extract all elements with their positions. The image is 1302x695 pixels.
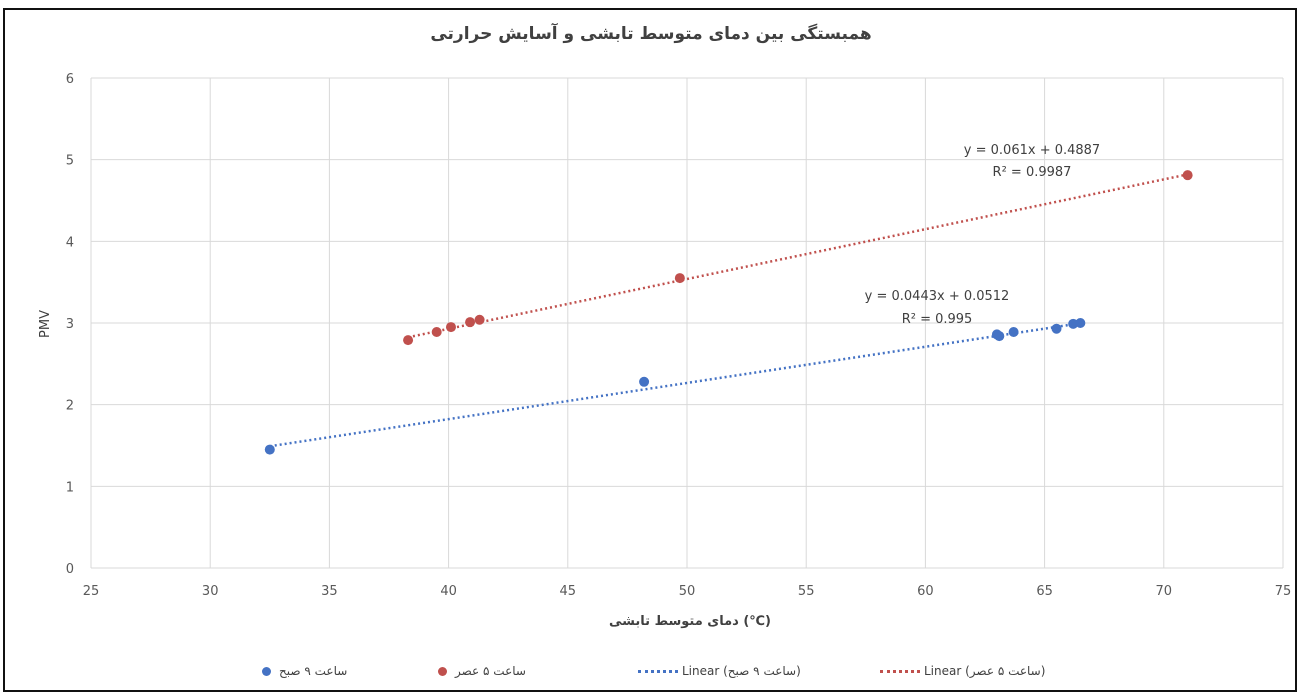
legend-item-trend-morning: Linear (ساعت ۹ صبح): [638, 664, 801, 678]
trendline-afternoon: [407, 173, 1188, 339]
data-point-afternoon: [465, 317, 476, 328]
data-point-afternoon: [445, 322, 456, 333]
x-tick-label: 35: [321, 584, 338, 599]
data-point-morning: [994, 331, 1005, 342]
trendline-equation: y = 0.0443x + 0.0512: [865, 289, 1010, 304]
data-point-morning: [1051, 323, 1062, 334]
data-point-morning: [1008, 326, 1019, 337]
y-tick-label: 3: [66, 317, 74, 332]
legend-label-morning: ساعت ۹ صبح: [279, 664, 348, 678]
trendline-r2: R² = 0.995: [902, 312, 973, 327]
trendline-morning: [269, 321, 1081, 448]
data-point-afternoon: [431, 326, 442, 337]
legend-marker-morning: [262, 666, 271, 676]
data-point-afternoon: [1182, 170, 1193, 181]
grid-lines: [90, 77, 1284, 569]
y-tick-label: 4: [66, 235, 74, 250]
x-tick-label: 60: [917, 584, 934, 599]
legend-line-afternoon: [880, 669, 920, 673]
chart-frame: [3, 8, 1297, 692]
y-axis-title: PMV: [38, 310, 53, 338]
x-tick-label: 55: [798, 584, 815, 599]
data-point-morning: [639, 376, 650, 387]
legend-label-trend-afternoon: Linear (ساعت ۵ عصر): [924, 664, 1046, 678]
trendline-annotations: y = 0.0443x + 0.0512 R² = 0.995 y = 0.061x…: [865, 143, 1101, 327]
y-tick-label: 1: [66, 480, 74, 495]
y-tick-label: 2: [66, 399, 74, 414]
y-tick-label: 0: [66, 562, 74, 577]
x-tick-label: 25: [83, 584, 100, 599]
x-tick-label: 70: [1156, 584, 1173, 599]
data-point-morning: [1075, 318, 1086, 328]
data-points: [264, 170, 1193, 455]
x-tick-label: 50: [679, 584, 696, 599]
x-tick-label: 45: [560, 584, 577, 599]
legend-item-afternoon: ساعت ۵ عصر: [438, 664, 526, 678]
y-tick-label: 5: [66, 154, 74, 169]
legend-marker-afternoon: [438, 666, 447, 676]
x-tick-label: 75: [1275, 584, 1292, 599]
legend-item-morning: ساعت ۹ صبح: [262, 664, 347, 678]
data-point-morning: [264, 444, 275, 455]
y-tick-label: 6: [66, 72, 74, 87]
x-tick-label: 40: [440, 584, 457, 599]
x-tick-label: 65: [1036, 584, 1053, 599]
trendlines: [269, 173, 1188, 448]
x-tick-label: 30: [202, 584, 219, 599]
legend-label-afternoon: ساعت ۵ عصر: [455, 664, 526, 678]
data-point-afternoon: [403, 335, 414, 346]
trendline-equation: y = 0.061x + 0.4887: [964, 143, 1100, 158]
chart-title: همبستگی بین دمای متوسط تابشی و آسایش حرا…: [430, 24, 872, 44]
legend: ساعت ۹ صبح ساعت ۵ عصر Linear (ساعت ۹ صبح…: [0, 664, 1302, 684]
legend-label-trend-morning: Linear (ساعت ۹ صبح): [682, 664, 801, 678]
x-axis-title: دمای متوسط تابشی (℃): [609, 614, 771, 629]
data-point-afternoon: [674, 273, 685, 284]
legend-line-morning: [638, 669, 678, 673]
data-point-afternoon: [474, 314, 485, 325]
legend-item-trend-afternoon: Linear (ساعت ۵ عصر): [880, 664, 1045, 678]
trendline-r2: R² = 0.9987: [993, 165, 1072, 180]
